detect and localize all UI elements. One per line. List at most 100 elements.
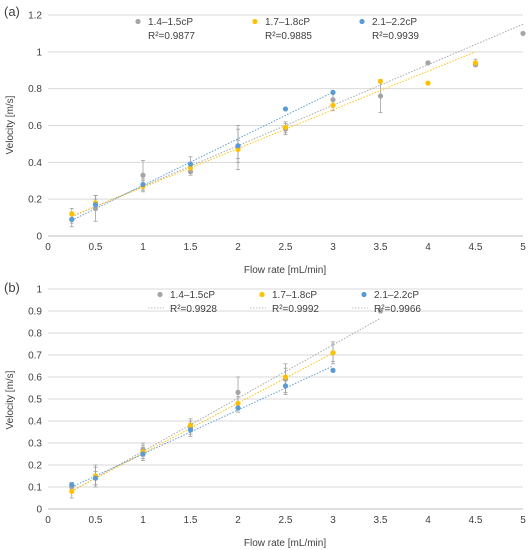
panel-a-data-point-series-2 <box>92 202 99 208</box>
panel-a-y-axis-label: Velocity [m/s] <box>5 95 16 154</box>
panel-b-data-point-series-2 <box>69 482 75 488</box>
panel-b-y-tick-label: 0.7 <box>28 351 42 362</box>
panel-a-data-point-series-0 <box>187 168 194 175</box>
panel-a-x-axis-label: Flow rate [mL/min] <box>244 265 326 276</box>
panel-b-data-point-series-2 <box>282 383 289 389</box>
panel-a-y-tick-label: 0.8 <box>28 84 42 95</box>
panel-b: (b) 0 0.1 0.2 0.3 0.4 0.5 0.6 0.7 0.8 0.9 1 0 0.5 1 1… <box>4 280 526 549</box>
panel-b-data-point-series-1 <box>235 400 241 406</box>
panel-b-y-axis-label: Velocity [m/s] <box>5 370 16 429</box>
panel-b-y-tick-label: 0.9 <box>28 307 42 318</box>
panel-b-y-tick-label: 0.4 <box>28 417 42 428</box>
panel-a-x-tick-label: 4.5 <box>469 242 483 253</box>
panel-a-x-tick-label: 3.5 <box>374 242 388 253</box>
panel-a-x-tick-label: 3 <box>330 242 336 253</box>
panel-b-x-tick-labels: 0 0.5 1 1.5 2 2.5 3 3.5 4 4.5 5 <box>45 515 526 526</box>
panel-b-data-point-series-2 <box>92 475 99 481</box>
panel-b-points <box>69 308 384 494</box>
panel-b-legend-r2-2: R²=0.9966 <box>374 304 421 315</box>
panel-b-y-tick-label: 1 <box>36 285 42 296</box>
panel-a-trendlines <box>71 23 524 221</box>
panel-b-errorbars <box>69 341 335 499</box>
panel-a-data-point-series-1 <box>69 211 75 217</box>
panel-b-legend: 1.4–1.5cP R²=0.9928 1.7–1.8cP R²=0.9992 2.1–… <box>148 290 421 315</box>
panel-a-data-point-series-0 <box>425 60 431 66</box>
panel-b-y-tick-label: 0.2 <box>28 461 42 472</box>
panel-a-legend-r2-1: R²=0.9885 <box>265 31 312 42</box>
panel-b-trendline-1 <box>71 352 334 492</box>
panel-b-y-tick-label: 0.1 <box>28 483 42 494</box>
panel-a-data-point-series-0 <box>92 205 99 211</box>
panel-a-data-point-series-2 <box>69 216 75 223</box>
panel-b-data-point-series-1 <box>69 488 75 494</box>
panel-a-x-tick-label: 0 <box>45 242 51 253</box>
panel-a-trendline-0 <box>71 23 524 218</box>
panel-a-data-point-series-0 <box>520 30 526 37</box>
panel-a-y-tick-label: 0.2 <box>28 195 42 206</box>
panel-a-trendline-2 <box>71 91 334 221</box>
panel-a: (a) 0 0.2 0.4 0.6 0.8 1 1.2 0 0.5 1 1.5 2 2.5 3 3.5 4 4… <box>4 4 526 276</box>
panel-b-x-tick-label: 0 <box>45 515 51 526</box>
panel-b-label: (b) <box>4 280 20 295</box>
panel-b-y-tick-labels: 0 0.1 0.2 0.3 0.4 0.5 0.6 0.7 0.8 0.9 1 <box>28 285 42 516</box>
panel-a-legend: 1.4–1.5cP R²=0.9877 1.7–1.8cP R²=0.9885 2.1–… <box>135 17 419 42</box>
panel-b-y-tick-label: 0.6 <box>28 373 42 384</box>
panel-b-legend-label-0: 1.4–1.5cP <box>170 290 215 301</box>
panel-a-y-tick-labels: 0 0.2 0.4 0.6 0.8 1 1.2 <box>28 11 42 243</box>
panel-b-legend-r2-0: R²=0.9928 <box>170 304 217 315</box>
panel-b-trendline-2 <box>71 365 334 488</box>
panel-b-legend-marker-0 <box>157 291 163 298</box>
panel-a-y-tick-label: 0 <box>36 232 42 243</box>
panel-a-data-point-series-2 <box>330 89 336 95</box>
panel-a-x-tick-label: 0.5 <box>89 242 103 253</box>
panel-a-grid <box>48 14 523 237</box>
panel-a-y-tick-label: 0.4 <box>28 158 42 169</box>
panel-a-legend-marker-1 <box>252 18 258 25</box>
panel-b-legend-r2-1: R²=0.9992 <box>272 304 319 315</box>
panel-b-data-point-series-2 <box>187 427 194 433</box>
panel-a-legend-marker-0 <box>135 18 141 25</box>
panel-b-legend-marker-1 <box>259 291 265 298</box>
panel-b-trendline-0 <box>71 317 381 492</box>
panel-a-data-point-series-0 <box>330 97 336 103</box>
panel-a-trendline-1 <box>71 51 476 217</box>
panel-a-y-tick-label: 1.2 <box>28 11 42 22</box>
panel-b-x-axis-label: Flow rate [mL/min] <box>244 538 326 549</box>
panel-a-x-tick-label: 2 <box>235 242 241 253</box>
panel-a-data-point-series-1 <box>472 60 479 66</box>
panel-b-y-tick-label: 0 <box>36 505 42 516</box>
panel-a-data-point-series-2 <box>235 143 241 149</box>
panel-b-x-tick-label: 4.5 <box>469 515 483 526</box>
panel-b-x-tick-label: 0.5 <box>89 515 103 526</box>
panel-b-x-tick-label: 5 <box>520 515 526 526</box>
panel-a-data-point-series-0 <box>140 172 146 178</box>
panel-b-y-tick-label: 0.8 <box>28 329 42 340</box>
panel-b-x-tick-label: 2 <box>235 515 241 526</box>
panel-a-data-point-series-1 <box>282 124 289 130</box>
panel-a-x-tick-labels: 0 0.5 1 1.5 2 2.5 3 3.5 4 4.5 5 <box>45 242 526 253</box>
panel-b-grid <box>48 288 523 510</box>
panel-a-data-point-series-1 <box>187 165 194 171</box>
panel-b-data-point-series-1 <box>187 422 194 428</box>
panel-a-data-point-series-2 <box>282 106 289 112</box>
panel-b-x-tick-label: 3.5 <box>374 515 388 526</box>
panel-b-y-tick-label: 0.5 <box>28 395 42 406</box>
panel-a-x-tick-label: 5 <box>520 242 526 253</box>
panel-b-data-point-series-2 <box>140 451 146 457</box>
panel-b-data-point-series-0 <box>377 308 384 314</box>
panel-a-errorbars <box>69 58 478 228</box>
panel-b-legend-marker-2 <box>361 291 367 298</box>
panel-a-label: (a) <box>4 4 20 19</box>
panel-a-legend-r2-0: R²=0.9877 <box>148 31 195 42</box>
panel-a-data-point-series-1 <box>377 78 384 84</box>
panel-b-data-point-series-1 <box>282 374 289 380</box>
panel-b-data-point-series-2 <box>330 367 336 373</box>
panel-b-legend-label-1: 1.7–1.8cP <box>272 290 317 301</box>
panel-b-x-tick-label: 1 <box>140 515 146 526</box>
panel-a-x-tick-label: 2.5 <box>279 242 293 253</box>
panel-a-legend-label-2: 2.1–2.2cP <box>372 17 417 28</box>
panel-b-x-tick-label: 1.5 <box>184 515 198 526</box>
panel-b-data-point-series-2 <box>235 405 241 411</box>
panel-a-legend-label-0: 1.4–1.5cP <box>148 17 193 28</box>
panel-b-legend-label-2: 2.1–2.2cP <box>374 290 419 301</box>
